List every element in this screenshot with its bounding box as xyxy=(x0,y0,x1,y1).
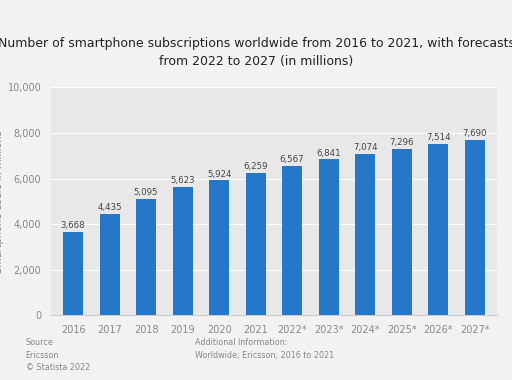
Text: 4,435: 4,435 xyxy=(97,203,122,212)
Bar xyxy=(355,154,375,315)
Text: 5,623: 5,623 xyxy=(170,176,195,185)
Text: 7,690: 7,690 xyxy=(462,129,487,138)
Bar xyxy=(428,144,449,315)
Text: Number of smartphone subscriptions worldwide from 2016 to 2021, with forecasts
f: Number of smartphone subscriptions world… xyxy=(0,37,512,68)
Text: 7,074: 7,074 xyxy=(353,143,377,152)
Y-axis label: Smartphone users in millions: Smartphone users in millions xyxy=(0,130,4,273)
Bar xyxy=(209,180,229,315)
Bar xyxy=(63,232,83,315)
Bar xyxy=(136,199,156,315)
Bar xyxy=(465,140,485,315)
Text: Additional Information:
Worldwide; Ericsson; 2016 to 2021: Additional Information: Worldwide; Erics… xyxy=(195,338,334,360)
Bar xyxy=(246,173,266,315)
Text: 3,668: 3,668 xyxy=(61,221,86,230)
Text: 6,259: 6,259 xyxy=(243,162,268,171)
Bar xyxy=(173,187,193,315)
Text: 7,514: 7,514 xyxy=(426,133,451,142)
Text: Source
Ericsson
© Statista 2022: Source Ericsson © Statista 2022 xyxy=(26,338,90,372)
Text: 6,841: 6,841 xyxy=(316,149,341,158)
Text: 5,095: 5,095 xyxy=(134,188,158,197)
Text: 6,567: 6,567 xyxy=(280,155,305,164)
Bar xyxy=(392,149,412,315)
Text: 7,296: 7,296 xyxy=(390,138,414,147)
Bar xyxy=(99,214,120,315)
Text: 5,924: 5,924 xyxy=(207,169,231,179)
Bar xyxy=(318,160,339,315)
Bar xyxy=(282,166,302,315)
